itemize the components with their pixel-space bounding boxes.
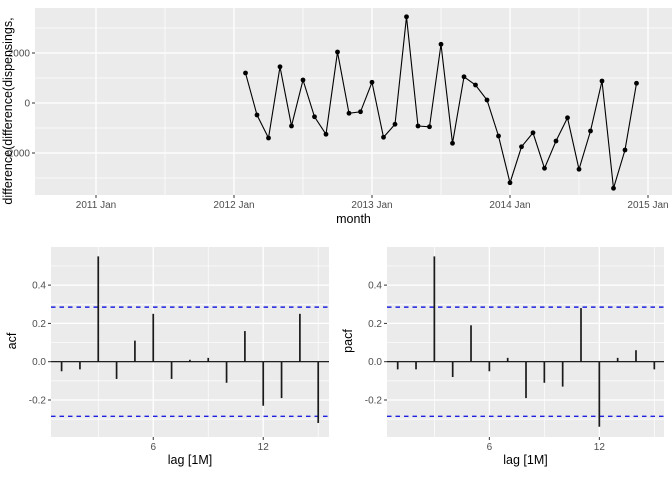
svg-text:0: 0 bbox=[24, 99, 30, 110]
svg-text:0.2: 0.2 bbox=[368, 319, 382, 330]
y-axis-title-pacf: pacf bbox=[341, 329, 355, 353]
svg-text:0.2: 0.2 bbox=[32, 319, 46, 330]
svg-text:2000: 2000 bbox=[8, 49, 31, 60]
svg-text:-0.2: -0.2 bbox=[365, 396, 383, 407]
svg-text:12: 12 bbox=[594, 442, 606, 453]
y-axis-title-top: difference(difference(dispensings, bbox=[1, 17, 15, 205]
y-axis-title-acf: acf bbox=[5, 332, 19, 350]
svg-text:6: 6 bbox=[487, 442, 493, 453]
svg-text:2014 Jan: 2014 Jan bbox=[489, 200, 530, 211]
svg-text:-2000: -2000 bbox=[4, 149, 30, 160]
svg-text:2012 Jan: 2012 Jan bbox=[213, 200, 254, 211]
svg-text:-0.2: -0.2 bbox=[29, 396, 47, 407]
svg-text:0.4: 0.4 bbox=[32, 281, 46, 292]
svg-text:2015 Jan: 2015 Jan bbox=[627, 200, 668, 211]
svg-text:2013 Jan: 2013 Jan bbox=[351, 200, 392, 211]
svg-text:6: 6 bbox=[150, 442, 156, 453]
svg-text:0.0: 0.0 bbox=[32, 357, 46, 368]
x-axis-title-acf: lag [1M] bbox=[167, 453, 213, 467]
svg-text:2011 Jan: 2011 Jan bbox=[76, 200, 116, 211]
x-axis-title-pacf: lag [1M] bbox=[503, 453, 548, 467]
svg-text:0.0: 0.0 bbox=[368, 357, 382, 368]
svg-text:12: 12 bbox=[258, 442, 270, 453]
x-axis-title-top: month bbox=[336, 212, 371, 226]
svg-text:0.4: 0.4 bbox=[368, 281, 382, 292]
